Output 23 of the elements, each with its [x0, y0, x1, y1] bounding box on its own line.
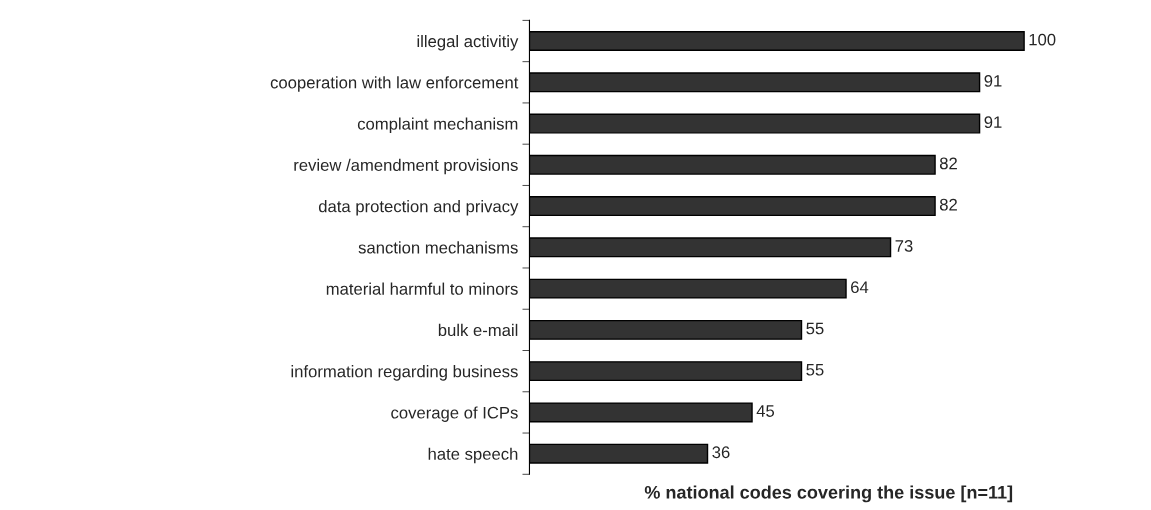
- y-tick-label: coverage of ICPs: [391, 406, 518, 422]
- x-axis-title: % national codes covering the issue [n=11]: [644, 485, 1013, 503]
- y-tick-label: material harmful to minors: [326, 282, 518, 295]
- data-label: 64: [851, 281, 869, 294]
- y-tick-label: hate speech: [428, 447, 518, 464]
- data-label: 73: [895, 240, 913, 252]
- y-tick-label: information regarding business: [291, 365, 518, 381]
- y-tick-label: bulk e-mail: [438, 323, 518, 337]
- data-label: 45: [756, 405, 775, 417]
- data-label: 55: [806, 363, 824, 376]
- y-tick-label: review /amendment provisions: [294, 158, 518, 175]
- y-tick-label: illegal activitiy: [417, 34, 519, 51]
- data-label: 91: [984, 116, 1002, 129]
- y-tick-label: sanction mechanisms: [358, 241, 518, 254]
- data-label: 36: [712, 446, 730, 459]
- y-tick-label: data protection and privacy: [318, 200, 519, 216]
- y-tick-label: cooperation with law enforcement: [270, 76, 519, 92]
- data-label: 82: [939, 157, 957, 170]
- data-label: 82: [939, 198, 957, 211]
- data-label: 55: [806, 322, 824, 335]
- data-label: 91: [984, 74, 1002, 87]
- y-tick-label: complaint mechanism: [357, 117, 518, 134]
- data-label: 100: [1029, 33, 1056, 46]
